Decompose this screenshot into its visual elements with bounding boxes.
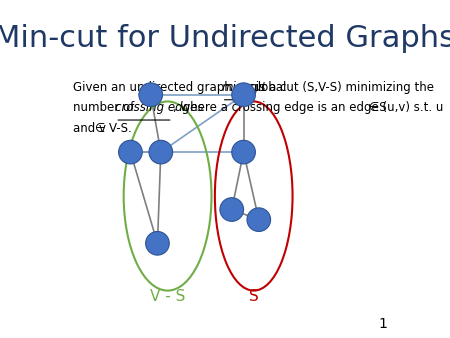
Circle shape (247, 208, 270, 232)
Circle shape (119, 140, 142, 164)
Circle shape (232, 83, 256, 106)
Text: number of: number of (73, 101, 138, 115)
Text: 1: 1 (378, 317, 387, 331)
Text: S: S (249, 289, 259, 304)
Text: and v: and v (73, 122, 106, 135)
Text: ∈ V-S.: ∈ V-S. (95, 122, 132, 135)
Text: crossing edges: crossing edges (115, 101, 204, 115)
Text: is a cut (S,V-S) minimizing the: is a cut (S,V-S) minimizing the (252, 81, 434, 94)
Text: min-cut: min-cut (221, 81, 267, 94)
Text: , where a crossing edge is an edge (u,v) s.t. u: , where a crossing edge is an edge (u,v)… (173, 101, 443, 115)
Circle shape (139, 83, 162, 106)
Circle shape (220, 198, 243, 221)
Text: V - S: V - S (150, 289, 185, 304)
Text: ∈S: ∈S (369, 101, 386, 115)
Circle shape (146, 232, 169, 255)
Circle shape (232, 140, 256, 164)
Circle shape (149, 140, 173, 164)
Text: Min-cut for Undirected Graphs: Min-cut for Undirected Graphs (0, 24, 450, 53)
Text: Given an undirected graph, a global: Given an undirected graph, a global (73, 81, 290, 94)
